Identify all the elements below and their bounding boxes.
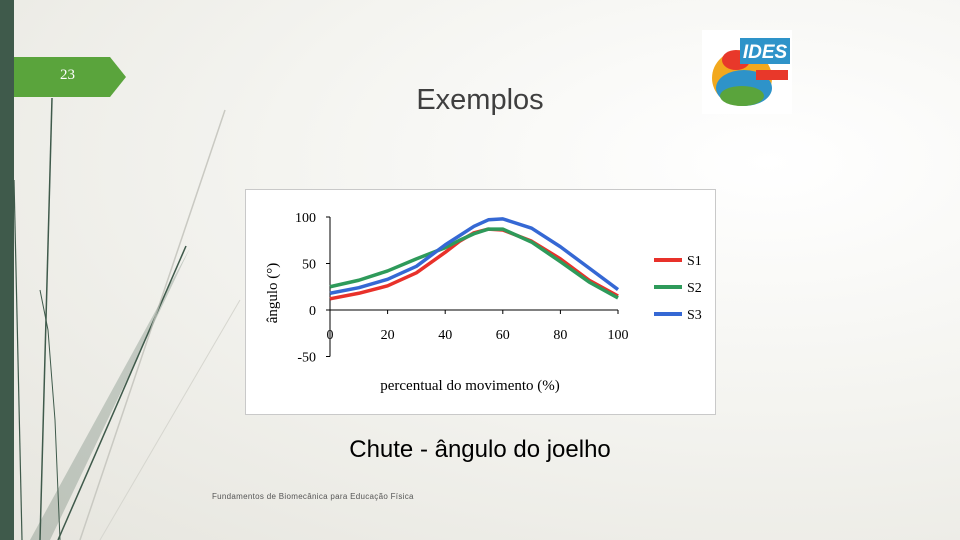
slide-number: 23 — [60, 67, 75, 83]
x-tick-label: 80 — [553, 328, 567, 343]
y-tick-label: 50 — [302, 258, 316, 273]
ides-logo: IDES — [702, 30, 792, 114]
left-accent-bar — [0, 0, 14, 540]
x-tick-label: 20 — [381, 328, 395, 343]
y-tick-label: 100 — [295, 211, 316, 226]
x-tick-labels: 0 20 40 60 80 100 — [327, 328, 629, 343]
chart-container: 100 50 0 -50 0 20 40 60 80 100 S1 S2 S3 percentual… — [245, 189, 716, 415]
slide-title: Exemplos — [416, 84, 544, 116]
slide-number-tab — [14, 57, 126, 97]
y-tick-label: 0 — [309, 304, 316, 319]
y-axis-label: ângulo (°) — [265, 263, 281, 324]
series-line-s2 — [329, 227, 619, 300]
series-lines — [329, 217, 620, 301]
legend: S1 S2 S3 — [654, 254, 702, 323]
x-tick-label: 0 — [327, 328, 334, 343]
y-tick-labels: 100 50 0 -50 — [295, 211, 316, 366]
chart-caption: Chute - ângulo do joelho — [349, 436, 611, 463]
x-tick-label: 100 — [608, 328, 629, 343]
chart-axes — [326, 216, 619, 357]
svg-text:IDES: IDES — [743, 42, 788, 63]
legend-label-s2: S2 — [687, 281, 702, 296]
x-tick-label: 60 — [496, 328, 510, 343]
legend-label-s3: S3 — [687, 308, 702, 323]
legend-label-s1: S1 — [687, 254, 702, 269]
x-axis-label: percentual do movimento (%) — [380, 378, 560, 394]
series-line-s1 — [329, 227, 619, 301]
y-tick-label: -50 — [297, 351, 316, 366]
knee-angle-chart: 100 50 0 -50 0 20 40 60 80 100 S1 S2 S3 percentual… — [265, 211, 702, 394]
series-line-s3 — [329, 217, 620, 295]
footer-text: Fundamentos de Biomecânica para Educação… — [212, 492, 414, 501]
decorative-lines — [13, 97, 241, 540]
x-tick-label: 40 — [438, 328, 452, 343]
